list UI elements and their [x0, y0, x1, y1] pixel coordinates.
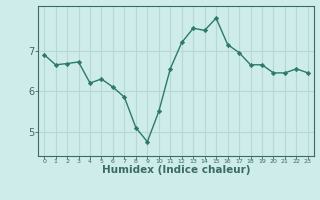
X-axis label: Humidex (Indice chaleur): Humidex (Indice chaleur) — [102, 165, 250, 175]
